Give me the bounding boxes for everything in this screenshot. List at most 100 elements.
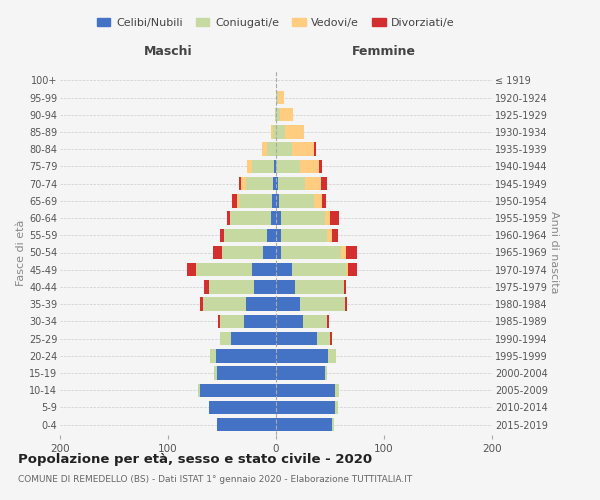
Y-axis label: Anni di nascita: Anni di nascita — [549, 211, 559, 294]
Bar — [272, 194, 276, 207]
Bar — [273, 126, 276, 138]
Bar — [230, 212, 271, 225]
Bar — [227, 212, 230, 225]
Bar — [279, 194, 314, 207]
Bar — [281, 246, 341, 259]
Bar — [203, 298, 246, 311]
Bar — [210, 349, 215, 362]
Bar — [317, 332, 330, 345]
Bar — [222, 246, 263, 259]
Bar — [220, 228, 224, 242]
Bar — [276, 108, 280, 122]
Bar — [319, 160, 322, 173]
Bar — [252, 263, 276, 276]
Bar — [276, 349, 328, 362]
Bar — [322, 194, 326, 207]
Bar — [220, 332, 230, 345]
Bar — [280, 108, 293, 122]
Bar — [268, 142, 276, 156]
Bar — [345, 298, 347, 311]
Bar — [224, 228, 268, 242]
Bar — [214, 366, 217, 380]
Y-axis label: Fasce di età: Fasce di età — [16, 220, 26, 286]
Bar — [281, 212, 325, 225]
Bar — [276, 332, 317, 345]
Bar — [209, 280, 254, 293]
Text: COMUNE DI REMEDELLO (BS) - Dati ISTAT 1° gennaio 2020 - Elaborazione TUTTITALIA.: COMUNE DI REMEDELLO (BS) - Dati ISTAT 1°… — [18, 475, 412, 484]
Bar — [332, 418, 334, 432]
Bar — [271, 212, 276, 225]
Bar — [327, 228, 332, 242]
Bar — [276, 298, 300, 311]
Bar — [344, 280, 346, 293]
Bar — [281, 228, 327, 242]
Bar — [300, 160, 319, 173]
Text: Popolazione per età, sesso e stato civile - 2020: Popolazione per età, sesso e stato civil… — [18, 452, 372, 466]
Bar — [328, 349, 337, 362]
Bar — [330, 332, 332, 345]
Bar — [263, 246, 276, 259]
Bar — [300, 298, 345, 311]
Bar — [276, 400, 335, 414]
Bar — [200, 384, 276, 397]
Bar — [230, 332, 276, 345]
Bar — [305, 177, 322, 190]
Bar — [271, 126, 273, 138]
Bar — [268, 228, 276, 242]
Bar — [349, 263, 357, 276]
Bar — [295, 280, 344, 293]
Bar — [314, 142, 316, 156]
Bar — [278, 177, 305, 190]
Bar — [278, 91, 284, 104]
Bar — [262, 142, 268, 156]
Bar — [237, 194, 239, 207]
Bar — [273, 177, 276, 190]
Bar — [276, 91, 278, 104]
Bar — [276, 263, 292, 276]
Bar — [246, 177, 273, 190]
Bar — [215, 349, 276, 362]
Bar — [214, 246, 222, 259]
Bar — [303, 314, 327, 328]
Bar — [276, 160, 300, 173]
Bar — [254, 280, 276, 293]
Bar — [218, 314, 220, 328]
Bar — [276, 142, 292, 156]
Bar — [247, 160, 252, 173]
Bar — [209, 400, 276, 414]
Bar — [196, 263, 252, 276]
Bar — [275, 108, 276, 122]
Bar — [276, 314, 303, 328]
Bar — [346, 246, 357, 259]
Bar — [217, 366, 276, 380]
Bar — [332, 228, 338, 242]
Bar — [314, 194, 322, 207]
Bar — [246, 298, 276, 311]
Bar — [325, 212, 330, 225]
Bar — [239, 177, 241, 190]
Bar — [292, 263, 346, 276]
Bar — [276, 280, 295, 293]
Bar — [341, 246, 346, 259]
Bar — [335, 384, 338, 397]
Bar — [327, 314, 329, 328]
Bar — [217, 418, 276, 432]
Bar — [276, 366, 325, 380]
Bar — [325, 366, 327, 380]
Bar — [198, 384, 200, 397]
Bar — [187, 263, 196, 276]
Bar — [200, 298, 203, 311]
Bar — [252, 160, 274, 173]
Bar — [220, 314, 244, 328]
Bar — [232, 194, 237, 207]
Bar — [276, 194, 279, 207]
Bar — [276, 177, 278, 190]
Text: Maschi: Maschi — [143, 45, 193, 58]
Bar — [276, 418, 332, 432]
Bar — [276, 126, 284, 138]
Bar — [322, 177, 327, 190]
Legend: Celibi/Nubili, Coniugati/e, Vedovi/e, Divorziati/e: Celibi/Nubili, Coniugati/e, Vedovi/e, Di… — [93, 14, 459, 32]
Bar — [203, 280, 209, 293]
Bar — [284, 126, 304, 138]
Bar — [335, 400, 338, 414]
